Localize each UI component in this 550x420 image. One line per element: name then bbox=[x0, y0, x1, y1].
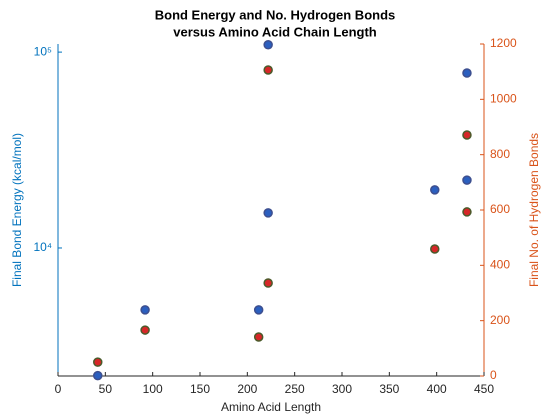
x-tick-label: 400 bbox=[427, 382, 447, 396]
y2-tick-label: 200 bbox=[490, 313, 510, 327]
y2-axis-label: Final No. of Hydrogen Bonds bbox=[527, 133, 541, 287]
x-tick-label: 0 bbox=[55, 382, 62, 396]
point bbox=[253, 305, 264, 315]
point bbox=[93, 370, 103, 381]
x-axis-label: Amino Acid Length bbox=[221, 400, 321, 414]
x-tick-label: 200 bbox=[237, 382, 257, 396]
x-tick-label: 150 bbox=[190, 382, 210, 396]
point bbox=[462, 207, 472, 217]
point bbox=[462, 130, 472, 140]
point bbox=[263, 65, 273, 75]
x-tick-label: 450 bbox=[474, 382, 494, 396]
x-tick-label: 350 bbox=[379, 382, 399, 396]
point bbox=[263, 40, 273, 50]
point bbox=[430, 185, 440, 195]
point bbox=[140, 305, 150, 315]
point bbox=[263, 208, 273, 218]
point bbox=[253, 332, 264, 342]
y2-tick-label: 0 bbox=[490, 368, 497, 382]
y-tick-label: 10⁴ bbox=[33, 240, 52, 254]
point bbox=[430, 244, 440, 254]
point bbox=[93, 357, 103, 367]
point bbox=[140, 325, 150, 335]
point bbox=[462, 68, 472, 78]
y2-tick-label: 400 bbox=[490, 258, 510, 272]
y2-tick-label: 1200 bbox=[490, 36, 517, 50]
chart-title: versus Amino Acid Chain Length bbox=[173, 24, 377, 39]
x-tick-label: 250 bbox=[285, 382, 305, 396]
y-tick-label: 10⁵ bbox=[34, 44, 52, 58]
x-tick-label: 100 bbox=[143, 382, 163, 396]
chart-title: Bond Energy and No. Hydrogen Bonds bbox=[155, 7, 396, 22]
y2-tick-label: 1000 bbox=[490, 92, 517, 106]
point bbox=[462, 175, 472, 185]
point bbox=[263, 278, 273, 288]
y-axis-label: Final Bond Energy (kcal/mol) bbox=[10, 133, 24, 287]
y2-tick-label: 800 bbox=[490, 147, 510, 161]
x-tick-label: 300 bbox=[332, 382, 352, 396]
x-tick-label: 50 bbox=[99, 382, 113, 396]
y2-tick-label: 600 bbox=[490, 202, 510, 216]
